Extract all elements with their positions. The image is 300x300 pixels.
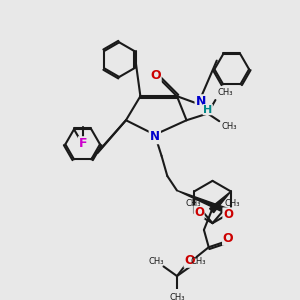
Polygon shape	[210, 191, 231, 213]
Text: O: O	[223, 208, 233, 221]
Text: O: O	[194, 206, 204, 219]
Text: CH₃: CH₃	[217, 88, 233, 97]
Text: O: O	[223, 232, 233, 245]
Text: N: N	[196, 95, 206, 109]
Text: CH₃: CH₃	[221, 122, 237, 131]
Text: CH₃: CH₃	[224, 200, 239, 208]
Polygon shape	[177, 190, 232, 215]
Text: CH₃: CH₃	[190, 257, 206, 266]
Text: H: H	[203, 105, 212, 115]
Text: CH₃: CH₃	[169, 293, 185, 300]
Text: CH₃: CH₃	[148, 257, 164, 266]
Text: N: N	[150, 130, 160, 143]
Text: O: O	[151, 70, 161, 83]
Text: F: F	[78, 137, 87, 150]
Text: CH₃: CH₃	[185, 200, 201, 208]
Text: O: O	[184, 254, 195, 267]
